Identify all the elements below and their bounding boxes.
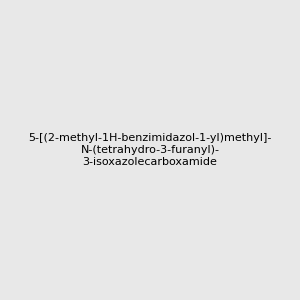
Text: 5-[(2-methyl-1H-benzimidazol-1-yl)methyl]-
N-(tetrahydro-3-furanyl)-
3-isoxazole: 5-[(2-methyl-1H-benzimidazol-1-yl)methyl… (28, 134, 272, 166)
